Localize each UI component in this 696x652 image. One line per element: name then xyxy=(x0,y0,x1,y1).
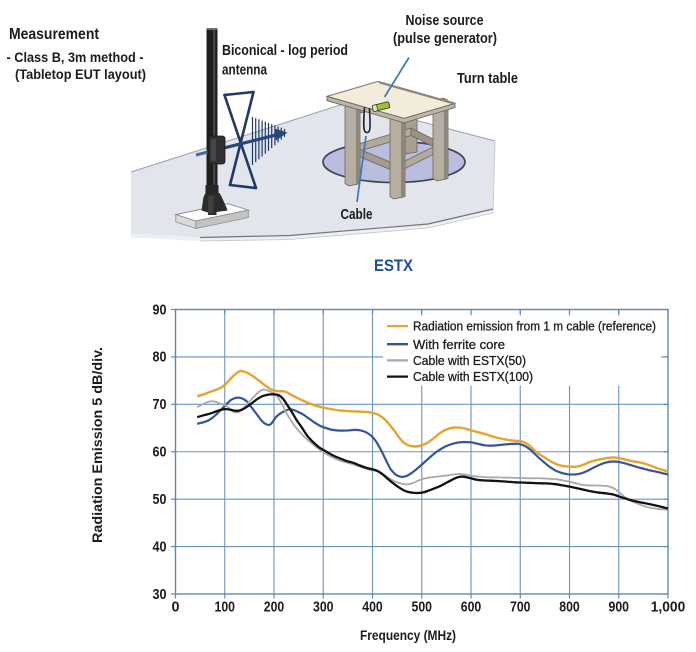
svg-text:(pulse generator): (pulse generator) xyxy=(393,30,497,47)
svg-text:70: 70 xyxy=(153,397,167,413)
svg-text:Radiation Emission 5 dB/div.: Radiation Emission 5 dB/div. xyxy=(90,347,106,543)
svg-text:40: 40 xyxy=(153,539,167,555)
svg-text:90: 90 xyxy=(153,302,167,318)
svg-text:700: 700 xyxy=(510,599,531,615)
svg-text:50: 50 xyxy=(153,492,167,508)
svg-text:60: 60 xyxy=(153,445,167,461)
svg-text:200: 200 xyxy=(264,599,285,615)
svg-text:Biconical - log period: Biconical - log period xyxy=(222,42,348,59)
svg-text:Cable with ESTX(100): Cable with ESTX(100) xyxy=(413,369,533,384)
svg-text:With ferrite core: With ferrite core xyxy=(413,337,505,352)
svg-text:antenna: antenna xyxy=(222,61,268,78)
svg-text:Cable with ESTX(50): Cable with ESTX(50) xyxy=(413,353,526,368)
svg-text:Cable: Cable xyxy=(341,206,373,223)
svg-text:30: 30 xyxy=(153,587,167,603)
svg-text:100: 100 xyxy=(215,599,236,615)
svg-text:Measurement: Measurement xyxy=(9,26,99,43)
svg-text:Radiation emission from 1 m ca: Radiation emission from 1 m cable (refer… xyxy=(413,319,656,334)
svg-text:Frequency (MHz): Frequency (MHz) xyxy=(360,628,456,644)
svg-text:(Tabletop EUT layout): (Tabletop EUT layout) xyxy=(15,66,146,82)
svg-text:1,000: 1,000 xyxy=(651,599,686,615)
svg-text:0: 0 xyxy=(172,599,180,615)
svg-text:400: 400 xyxy=(362,599,383,615)
svg-text:80: 80 xyxy=(153,350,167,366)
svg-text:Turn table: Turn table xyxy=(457,70,518,87)
svg-text:500: 500 xyxy=(412,599,433,615)
svg-text:900: 900 xyxy=(609,599,630,615)
svg-text:ESTX: ESTX xyxy=(374,257,413,275)
svg-text:300: 300 xyxy=(313,599,334,615)
svg-text:600: 600 xyxy=(461,599,482,615)
svg-text:Noise source: Noise source xyxy=(406,12,484,29)
svg-text:- Class B, 3m method -: - Class B, 3m method - xyxy=(7,49,144,65)
svg-text:800: 800 xyxy=(559,599,580,615)
